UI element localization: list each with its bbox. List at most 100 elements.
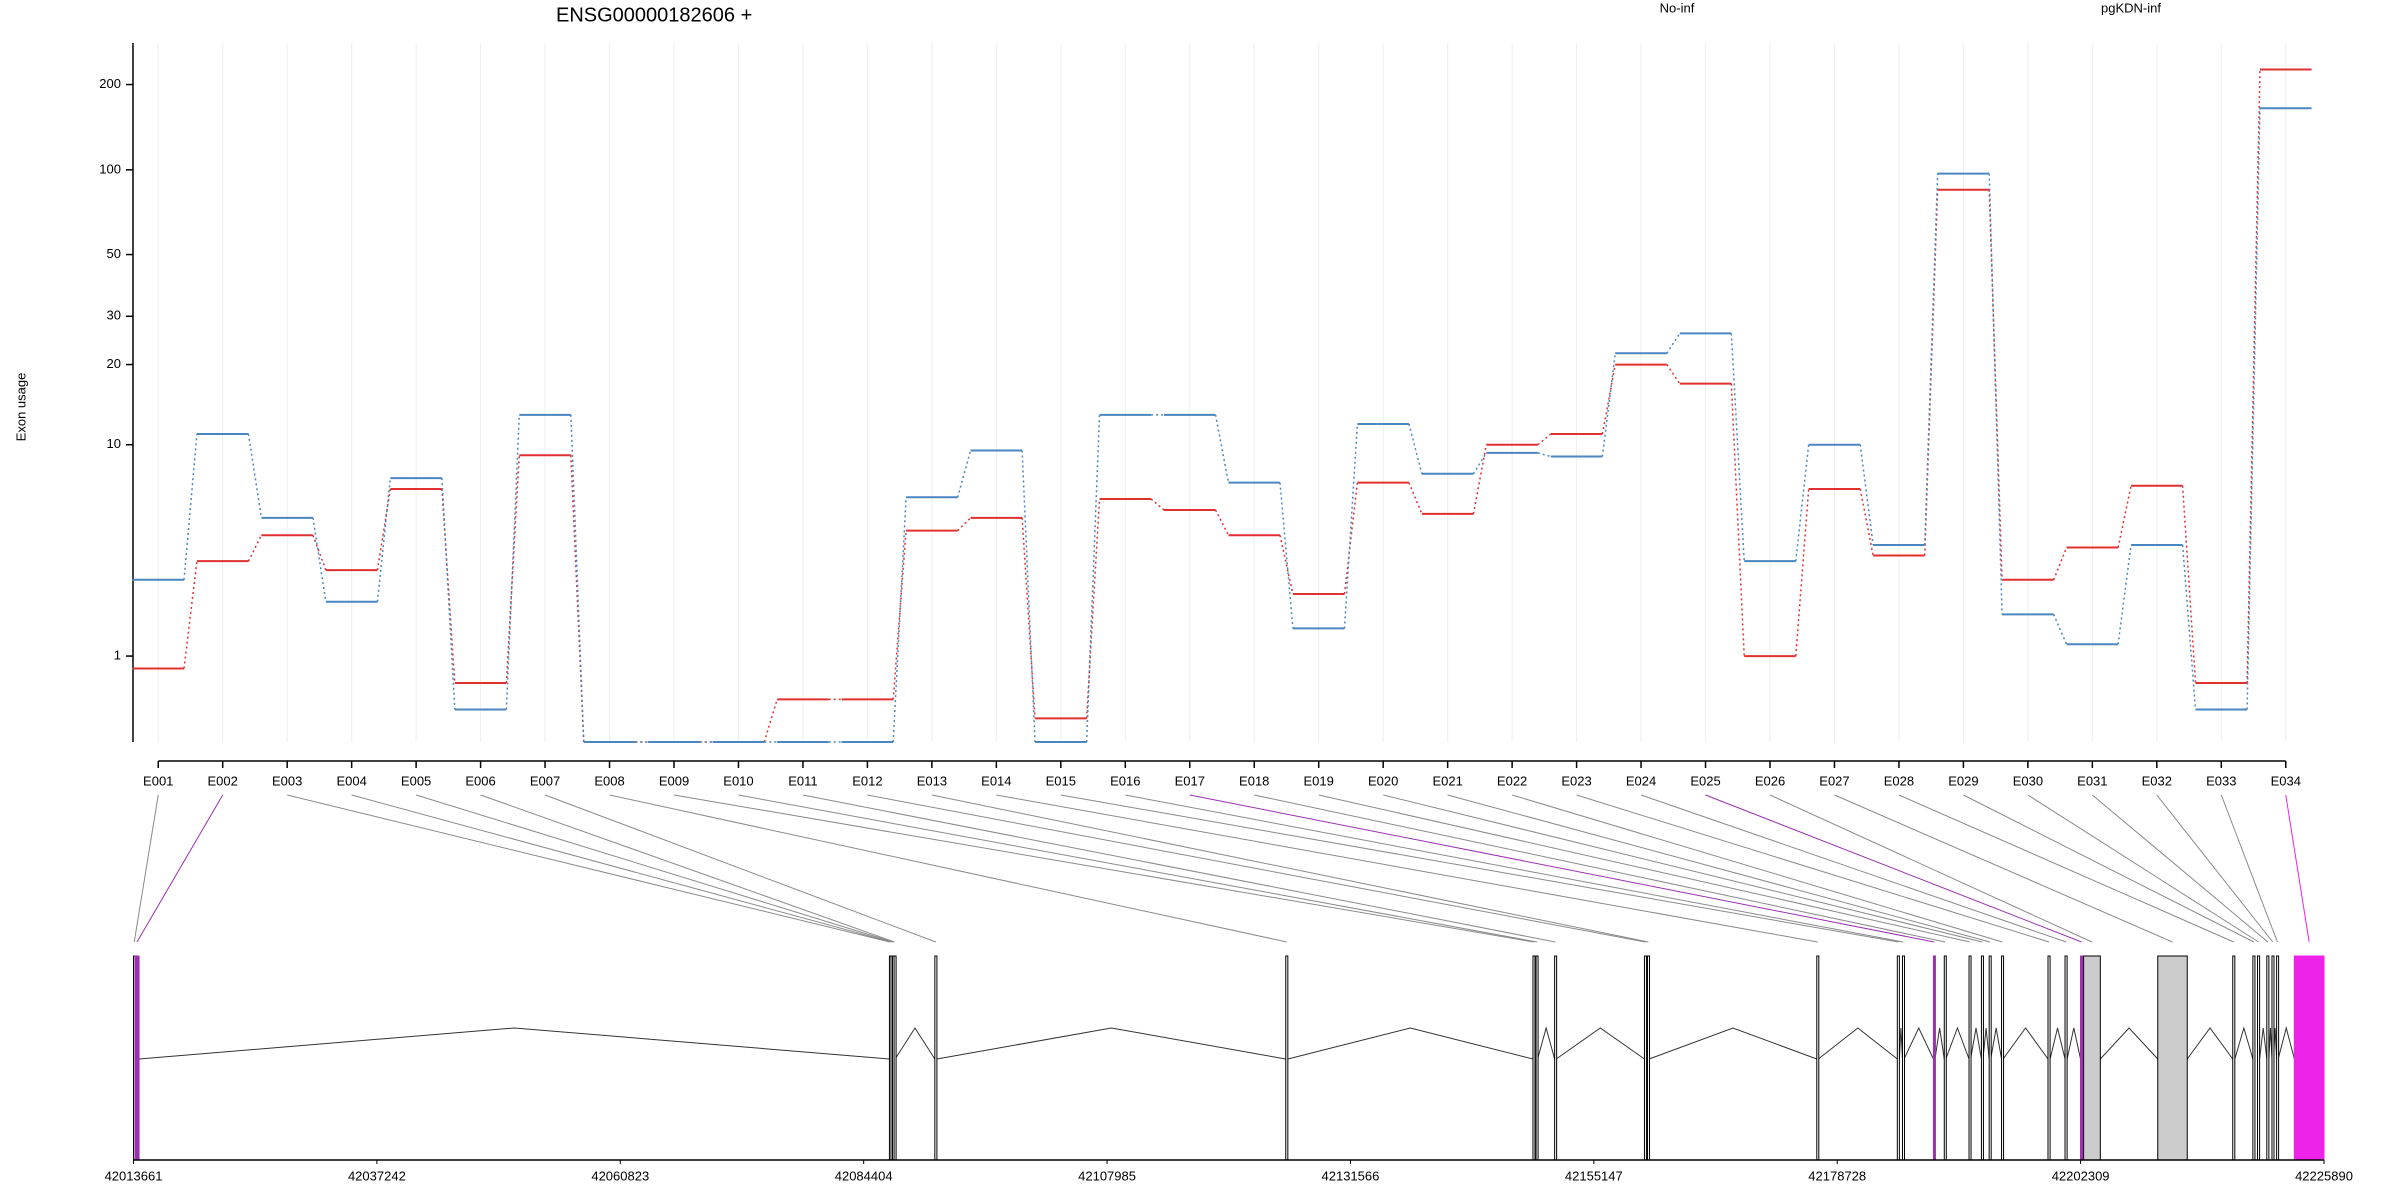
- exon: [2083, 955, 2101, 1161]
- gene-axis-label: 42202309: [2052, 1168, 2110, 1183]
- x-tick-label: E023: [1561, 773, 1591, 788]
- exon-connector: [1511, 794, 2003, 943]
- step-connector: [2246, 108, 2261, 710]
- exon: [1535, 955, 1539, 1161]
- exon-connector: [2027, 794, 2259, 943]
- exon: [2271, 955, 2275, 1161]
- step-connector: [570, 455, 585, 743]
- exon-connector: [867, 794, 1646, 943]
- intron: [2049, 1027, 2066, 1060]
- exon: [934, 955, 938, 1161]
- exon: [1554, 955, 1558, 1161]
- x-tick-label: E013: [917, 773, 947, 788]
- legend-label: pgKDN-inf: [2101, 0, 2161, 15]
- exon-connector: [2156, 794, 2274, 943]
- y-tick-label: 10: [107, 436, 121, 451]
- intron: [1990, 1027, 2003, 1060]
- y-tick-label: 30: [107, 308, 121, 323]
- step-connector: [505, 414, 521, 710]
- exon-connector: [802, 794, 1556, 943]
- exon-connector: [931, 794, 1649, 943]
- exon: [2276, 955, 2280, 1161]
- exon: [2080, 955, 2084, 1161]
- step-connector: [312, 517, 327, 602]
- intron: [1970, 1027, 1982, 1060]
- exon-connector: [1576, 794, 2050, 943]
- exon: [1816, 955, 1820, 1161]
- exon: [2293, 955, 2325, 1161]
- exon-connector: [1963, 794, 2255, 943]
- x-tick-label: E028: [1884, 773, 1914, 788]
- exon-connector: [1125, 794, 1904, 943]
- exon-connector: [2220, 794, 2278, 943]
- step-connector: [2181, 485, 2197, 684]
- exon: [2157, 955, 2188, 1161]
- x-tick-label: E020: [1368, 773, 1398, 788]
- intron: [1818, 1027, 1898, 1060]
- step-connector: [183, 561, 198, 669]
- intron: [2234, 1026, 2254, 1060]
- gene-axis-label: 42225890: [2295, 1168, 2353, 1183]
- exon-connector: [287, 794, 891, 943]
- x-tick-label: E027: [1819, 773, 1849, 788]
- exon: [1980, 955, 1984, 1161]
- gene-axis-label: 42107985: [1078, 1168, 1136, 1183]
- step-connector: [2052, 614, 2068, 645]
- legend-label: No-inf: [1660, 0, 1695, 15]
- exon: [1285, 955, 1289, 1161]
- x-tick-label: E026: [1755, 773, 1785, 788]
- exon-connector: [1898, 794, 2234, 943]
- exon: [2266, 955, 2270, 1161]
- x-tick-label: E008: [594, 773, 624, 788]
- step-connector: [1601, 364, 1617, 435]
- exon: [2064, 955, 2068, 1161]
- step-connector: [376, 488, 392, 571]
- step-connector: [1730, 333, 1745, 562]
- x-tick-label: E016: [1110, 773, 1140, 788]
- step-connector: [1666, 364, 1681, 385]
- step-connector: [1150, 498, 1165, 511]
- intron: [1903, 1026, 1934, 1060]
- step-connector: [1214, 414, 1230, 483]
- intron: [1898, 1027, 1903, 1060]
- x-tick-label: E012: [852, 773, 882, 788]
- intron: [1945, 1026, 1970, 1060]
- exon: [893, 955, 897, 1161]
- gene-axis-label: 42037242: [348, 1168, 406, 1183]
- x-tick-label: E033: [2206, 773, 2236, 788]
- x-tick-label: E032: [2142, 773, 2172, 788]
- x-tick-label: E004: [336, 773, 366, 788]
- exon: [1943, 955, 1947, 1161]
- step-connector: [570, 414, 585, 743]
- gene-axis-label: 42084404: [835, 1168, 893, 1183]
- step-connector: [1730, 383, 1745, 657]
- step-connector: [2117, 544, 2132, 645]
- x-tick-label: E022: [1497, 773, 1527, 788]
- x-tick-label: E014: [981, 773, 1011, 788]
- intron: [2268, 1027, 2273, 1060]
- x-tick-label: E025: [1690, 773, 1720, 788]
- exon: [1532, 955, 1536, 1161]
- step-connector: [2246, 69, 2261, 683]
- gene-axis-label: 42060823: [591, 1168, 649, 1183]
- intron: [2002, 1027, 2049, 1060]
- exon: [1896, 955, 1900, 1161]
- intron: [2259, 1027, 2268, 1060]
- exon: [1932, 955, 1936, 1161]
- exon: [2257, 955, 2261, 1161]
- exon-connector: [1640, 794, 2067, 943]
- x-tick-label: E029: [1948, 773, 1978, 788]
- intron: [2186, 1027, 2234, 1060]
- exon-connector: [133, 794, 159, 943]
- exon-connector: [1318, 794, 1970, 943]
- step-connector: [1279, 535, 1294, 595]
- intron: [1934, 1027, 1945, 1060]
- step-connector: [1279, 482, 1294, 629]
- step-connector: [1601, 353, 1617, 457]
- x-tick-label: E018: [1239, 773, 1269, 788]
- y-tick-label: 20: [107, 356, 121, 371]
- gene-axis-label: 42131566: [1322, 1168, 1380, 1183]
- exon-connector: [1769, 794, 2093, 943]
- y-tick-label: 1: [114, 648, 121, 663]
